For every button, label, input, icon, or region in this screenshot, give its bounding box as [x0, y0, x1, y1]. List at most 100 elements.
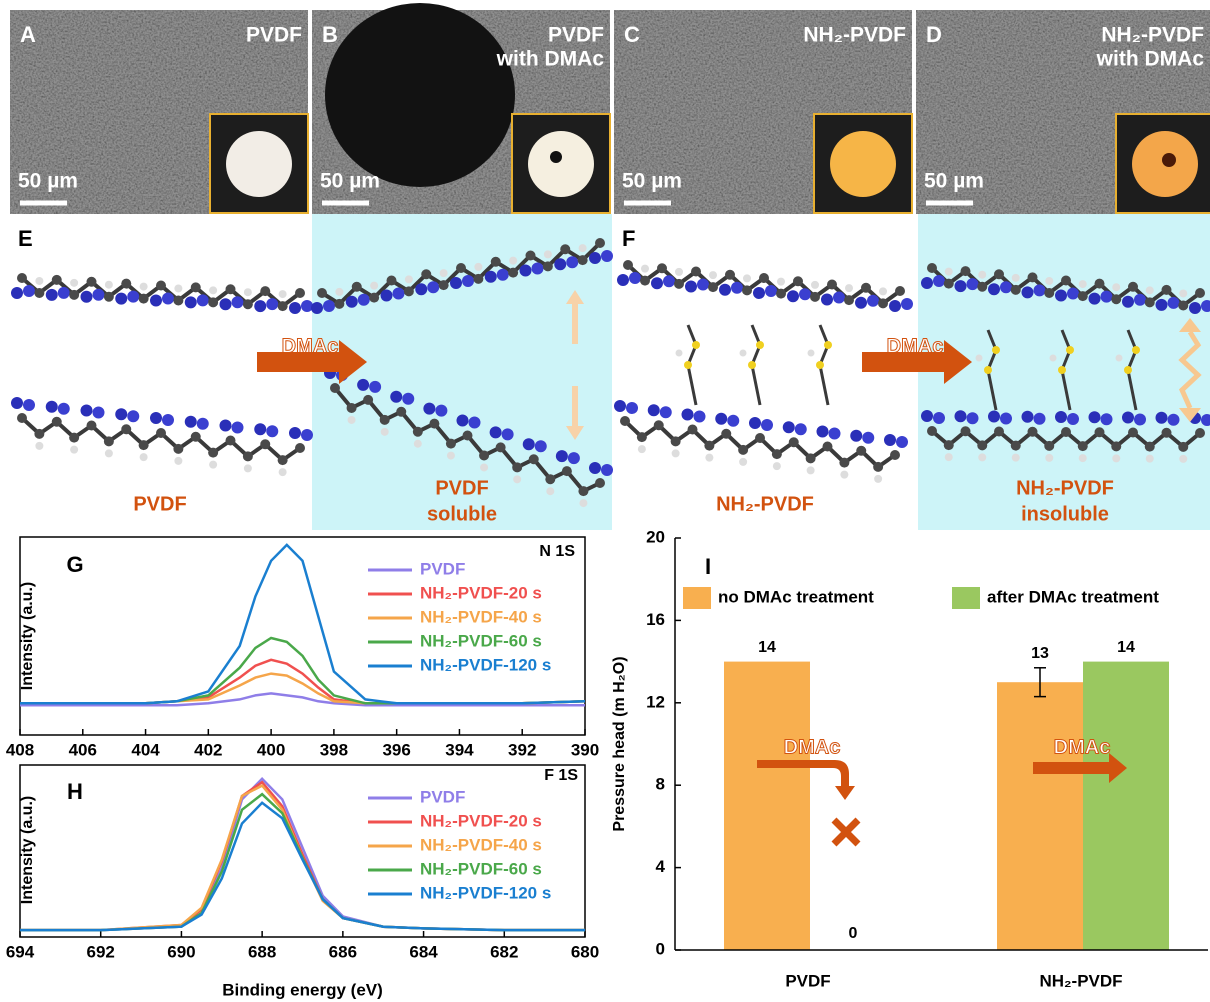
fluorine [1189, 302, 1201, 314]
fluorine [555, 450, 568, 463]
carbon [1061, 427, 1071, 437]
process-arrow [757, 760, 855, 800]
carbon [636, 432, 647, 443]
carbon [363, 394, 374, 405]
fluorine [933, 275, 945, 287]
fluorine [345, 295, 358, 308]
hydrogen [513, 475, 522, 484]
carbon [1178, 300, 1189, 311]
panel-title: with DMAc [1096, 48, 1205, 71]
carbon [1195, 428, 1205, 438]
plot-frame [19, 536, 586, 736]
carbon [277, 455, 288, 466]
fluorine [484, 270, 497, 283]
carbon [277, 301, 288, 312]
fluorine [1134, 293, 1146, 306]
carbon [827, 279, 837, 290]
hydrogen [139, 282, 148, 291]
carbon [878, 298, 888, 309]
carbon [788, 437, 799, 448]
carbon [1027, 426, 1038, 437]
value-label: 0 [849, 925, 858, 942]
carbon [1111, 294, 1122, 305]
fluorine [380, 289, 393, 302]
fluorine [150, 412, 162, 424]
carbon [561, 466, 572, 477]
fluorine [787, 290, 799, 303]
fluorine [57, 402, 70, 415]
carbon [623, 260, 633, 270]
carbon [994, 426, 1004, 437]
carbon [1077, 441, 1088, 452]
fluorine [966, 278, 979, 291]
carbon [1044, 287, 1055, 298]
carbon [560, 244, 571, 255]
fluorine [489, 426, 502, 439]
carbon [121, 424, 132, 435]
hydrogen [777, 277, 785, 286]
carbon [577, 255, 588, 266]
bar [1083, 661, 1169, 950]
fluorine [450, 277, 462, 289]
fluorine [850, 429, 863, 442]
carbon [856, 445, 867, 456]
nitrogen [992, 346, 1000, 354]
fluorine [693, 410, 706, 423]
carbon [317, 288, 327, 298]
carbon [1144, 297, 1155, 308]
carbon [943, 440, 954, 451]
hydrogen [1045, 276, 1054, 285]
carbon [156, 280, 166, 291]
fluorine [92, 288, 105, 301]
process-arrow [862, 340, 972, 384]
carbon [759, 273, 769, 283]
state-label: soluble [427, 503, 497, 525]
panel-title: PVDF [246, 24, 302, 47]
nitrogen [756, 341, 764, 349]
fluorine [1088, 411, 1101, 424]
hydrogen [840, 470, 849, 479]
carbon [578, 486, 589, 497]
molecule [11, 397, 313, 477]
fluorine [127, 290, 140, 303]
fluorine [92, 406, 105, 419]
legend-label: NH₂-PVDF-120 s [420, 655, 551, 674]
carbon [895, 286, 905, 296]
hydrogen [446, 451, 455, 460]
hydrogen [70, 278, 79, 287]
constraint-spring [1178, 330, 1202, 410]
x-axis-label: Binding energy (eV) [222, 980, 383, 999]
carbon [103, 436, 114, 447]
carbon [960, 266, 971, 277]
state-label: PVDF [133, 493, 186, 515]
carbon [346, 402, 357, 413]
fluorine [196, 294, 209, 307]
hydrogen [579, 499, 588, 508]
hydrogen [439, 269, 448, 278]
fluorine [534, 440, 547, 453]
fluorine [1201, 300, 1210, 312]
y-tick-label: 16 [646, 610, 665, 629]
value-label: 14 [758, 639, 776, 656]
scale-label: 50 µm [924, 170, 984, 193]
carbon [1128, 281, 1138, 292]
spectrum-line [20, 801, 585, 932]
hydrogen [671, 449, 680, 458]
fluorine [727, 414, 740, 427]
carbon [512, 462, 523, 473]
carbon [379, 414, 390, 425]
x-tick-label: 694 [6, 942, 35, 961]
carbon [1161, 284, 1172, 295]
fluorine [80, 290, 93, 303]
y-tick-label: 4 [656, 857, 666, 876]
carbon [977, 281, 988, 292]
state-label: NH₂-PVDF [1016, 477, 1114, 499]
carbon [704, 440, 715, 451]
amine-linker [675, 324, 700, 406]
fluorine [357, 378, 370, 391]
carbon [861, 282, 871, 293]
fluorine [115, 292, 128, 305]
carbon [403, 286, 414, 297]
legend-label: NH₂-PVDF-20 s [420, 811, 542, 830]
